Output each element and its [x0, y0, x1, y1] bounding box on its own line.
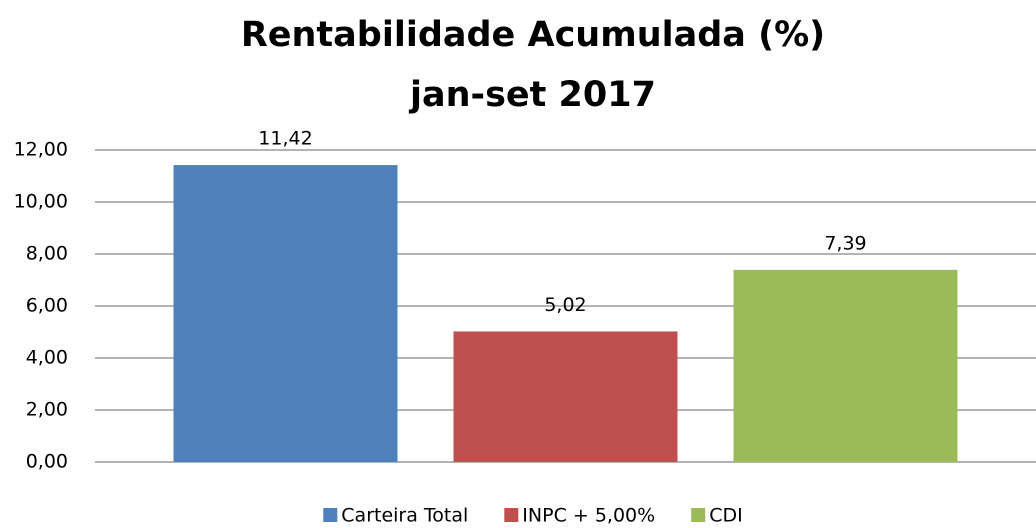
y-tick-label: 8,00	[26, 243, 68, 265]
y-tick-label: 4,00	[26, 347, 68, 369]
legend-label: INPC + 5,00%	[522, 505, 655, 527]
legend-label: Carteira Total	[341, 505, 468, 527]
y-tick-label: 12,00	[14, 139, 68, 161]
legend-swatch	[691, 508, 706, 522]
data-label: 11,42	[258, 128, 312, 150]
bar	[733, 269, 958, 462]
legend-swatch	[323, 508, 338, 522]
y-tick-label: 6,00	[26, 295, 68, 317]
bar	[453, 331, 678, 462]
chart-title: Rentabilidade Acumulada (%)	[241, 15, 825, 55]
y-tick-label: 2,00	[26, 399, 68, 421]
chart-subtitle: jan-set 2017	[408, 75, 656, 115]
data-label: 7,39	[824, 232, 866, 254]
y-tick-label: 10,00	[14, 191, 68, 213]
bar	[173, 165, 398, 462]
legend-swatch	[504, 508, 519, 522]
data-label: 5,02	[544, 294, 586, 316]
legend-label: CDI	[709, 505, 743, 527]
y-tick-label: 0,00	[26, 451, 68, 473]
